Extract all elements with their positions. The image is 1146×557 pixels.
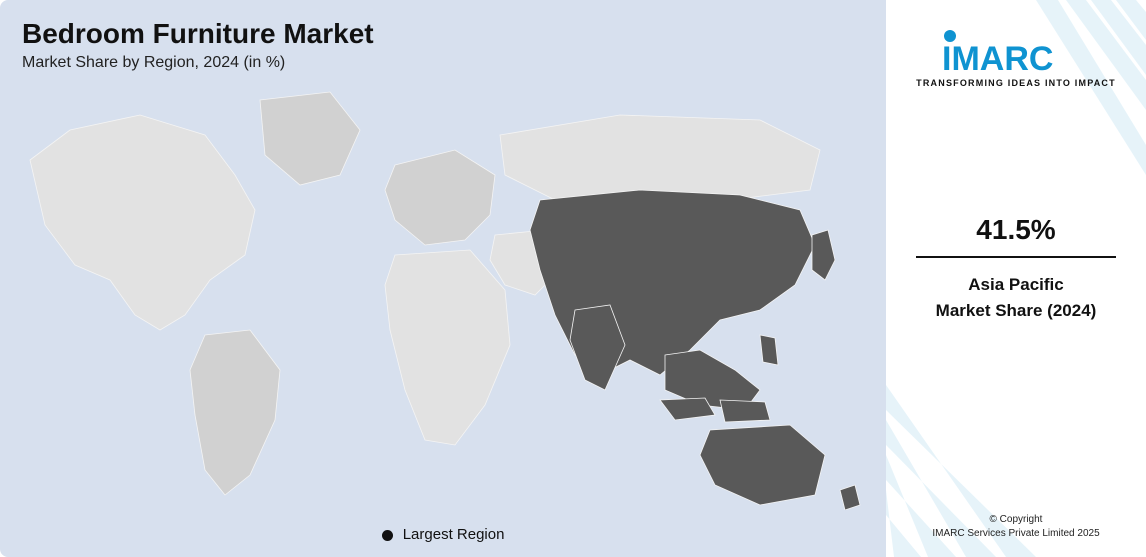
map-legend: Largest Region: [0, 526, 886, 543]
legend-dot-icon: [382, 530, 393, 541]
copyright-line1: © Copyright: [990, 514, 1043, 525]
stat-label: Asia Pacific Market Share (2024): [916, 272, 1116, 325]
region-africa: [385, 250, 510, 445]
brand-tagline: TRANSFORMING IDEAS INTO IMPACT: [916, 78, 1116, 88]
region-south-america: [190, 330, 280, 495]
region-indonesia-1: [660, 398, 715, 420]
infographic-root: Bedroom Furniture Market Market Share by…: [0, 0, 1146, 557]
copyright-line2: IMARC Services Private Limited 2025: [932, 528, 1099, 539]
stat-value: 41.5%: [916, 214, 1116, 246]
region-russia: [500, 115, 820, 200]
copyright-notice: © Copyright IMARC Services Private Limit…: [886, 513, 1146, 541]
right-panel: IMARC TRANSFORMING IDEAS INTO IMPACT 41.…: [886, 0, 1146, 557]
stat-label-line2: Market Share (2024): [936, 301, 1097, 320]
stat-underline: [916, 256, 1116, 258]
region-australia: [700, 425, 825, 505]
map-panel: Bedroom Furniture Market Market Share by…: [0, 0, 886, 557]
region-philippines: [760, 335, 778, 365]
world-map: [0, 80, 886, 510]
region-new-zealand: [840, 485, 860, 510]
region-indonesia-2: [720, 400, 770, 422]
stat-label-line1: Asia Pacific: [968, 275, 1063, 294]
stat-block: 41.5% Asia Pacific Market Share (2024): [916, 214, 1116, 325]
chart-subtitle: Market Share by Region, 2024 (in %): [22, 54, 285, 72]
world-map-group: [30, 92, 860, 510]
region-greenland: [260, 92, 360, 185]
imarc-logo-icon: IMARC: [936, 26, 1096, 76]
region-europe: [385, 150, 495, 245]
svg-text:IMARC: IMARC: [942, 40, 1053, 76]
brand-logo: IMARC TRANSFORMING IDEAS INTO IMPACT: [916, 26, 1116, 88]
chart-title: Bedroom Furniture Market: [22, 18, 374, 50]
region-japan: [812, 230, 835, 280]
legend-label: Largest Region: [403, 526, 505, 543]
region-north-america: [30, 115, 255, 330]
